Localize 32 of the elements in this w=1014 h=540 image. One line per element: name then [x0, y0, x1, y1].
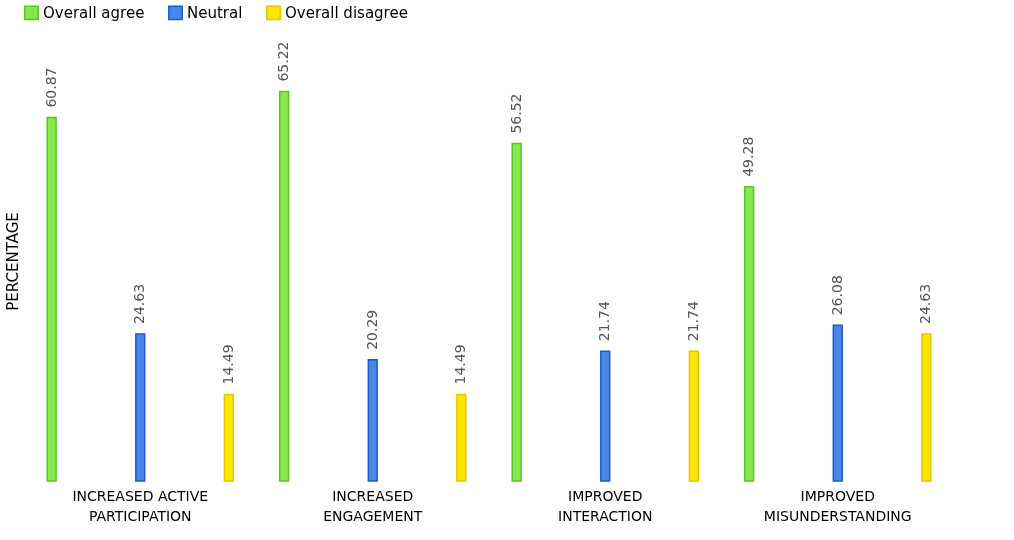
- data-label: 24.63: [131, 283, 148, 324]
- bar: [832, 324, 843, 482]
- bar: [921, 333, 932, 482]
- x-tick-label: IMPROVED MISUNDERSTANDING: [763, 487, 912, 524]
- bar: [688, 350, 699, 482]
- y-axis-title: PERCENTAGE: [3, 212, 22, 311]
- x-tick-label: IMPROVED INTERACTION: [558, 487, 653, 524]
- legend-label: Overall agree: [43, 3, 145, 22]
- data-label: 26.08: [828, 275, 845, 316]
- bar: [367, 359, 378, 482]
- bar: [600, 350, 611, 482]
- data-label: 60.87: [42, 67, 59, 108]
- data-label: 65.22: [275, 41, 292, 82]
- legend-label: Neutral: [187, 3, 243, 22]
- data-label: 24.63: [917, 283, 934, 324]
- data-label: 21.74: [596, 301, 613, 342]
- legend-label: Overall disagree: [285, 3, 408, 22]
- x-tick-label: INCREASED ENGAGEMENT: [323, 487, 423, 524]
- bar: [744, 186, 755, 482]
- bar: [46, 116, 57, 482]
- bar: [456, 393, 467, 482]
- bar: [279, 90, 290, 482]
- x-tick-label: INCREASED ACTIVE PARTICIPATION: [72, 487, 209, 524]
- bar: [135, 333, 146, 482]
- data-label: 56.52: [507, 93, 524, 134]
- bar: [511, 142, 522, 482]
- bar: [223, 393, 234, 482]
- data-label: 14.49: [452, 344, 469, 385]
- data-label: 14.49: [219, 344, 236, 385]
- data-label: 49.28: [740, 136, 757, 177]
- data-label: 20.29: [363, 309, 380, 350]
- data-label: 21.74: [684, 301, 701, 342]
